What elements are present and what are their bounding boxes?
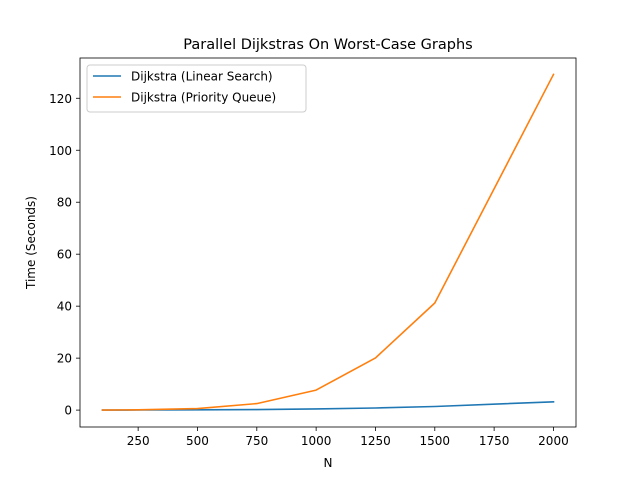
y-axis: 0 20 40 60 80 100 120 xyxy=(49,92,80,418)
x-tick-label: 1000 xyxy=(301,434,332,448)
y-tick-label: 60 xyxy=(57,248,72,262)
x-tick-label: 250 xyxy=(127,434,150,448)
x-tick-label: 1250 xyxy=(360,434,391,448)
legend-box xyxy=(86,64,307,113)
x-tick-label: 1750 xyxy=(479,434,510,448)
x-axis-label: N xyxy=(324,456,333,470)
y-tick-label: 40 xyxy=(57,300,72,314)
x-tick-label: 750 xyxy=(245,434,268,448)
x-axis: 250 500 750 1000 1250 1500 1750 2000 xyxy=(127,427,569,448)
legend: Dijkstra (Linear Search) Dijkstra (Priori… xyxy=(86,64,307,113)
y-tick-label: 100 xyxy=(49,144,72,158)
plot-area xyxy=(101,73,555,411)
legend-label-1: Dijkstra (Linear Search) xyxy=(131,70,273,84)
y-tick-label: 80 xyxy=(57,196,72,210)
chart-title: Parallel Dijkstras On Worst-Case Graphs xyxy=(183,37,472,53)
y-tick-label: 0 xyxy=(64,404,72,418)
series-line-2 xyxy=(101,73,555,411)
x-tick-label: 1500 xyxy=(420,434,451,448)
axes-frame xyxy=(79,57,577,428)
x-tick-label: 500 xyxy=(186,434,209,448)
y-tick-label: 120 xyxy=(49,92,72,106)
y-tick-label: 20 xyxy=(57,352,72,366)
y-axis-label: Time (Seconds) xyxy=(24,196,38,290)
x-tick-label: 2000 xyxy=(538,434,569,448)
legend-label-2: Dijkstra (Priority Queue) xyxy=(131,91,276,105)
